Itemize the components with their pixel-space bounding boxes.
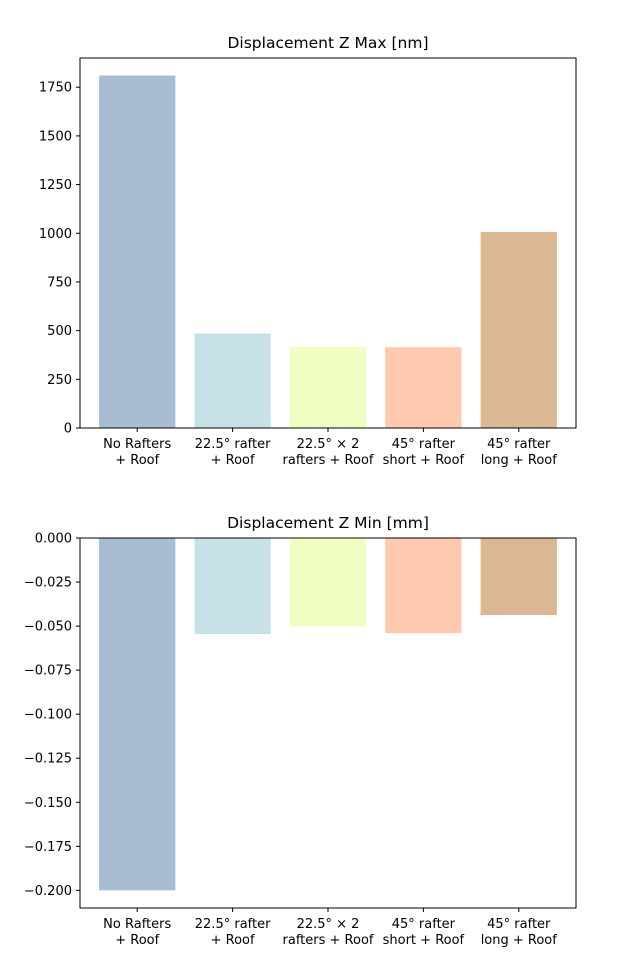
y-tick-label: −0.125 [24, 752, 72, 767]
bar-3 [385, 538, 462, 634]
y-tick-label: −0.150 [24, 796, 72, 811]
x-tick-label: + Roof [115, 453, 159, 468]
bar-1 [194, 333, 271, 428]
bar-1 [194, 538, 271, 635]
x-tick-label: + Roof [115, 933, 159, 948]
x-tick-label: No Rafters [103, 437, 171, 452]
bar-0 [99, 538, 176, 891]
chart-title: Displacement Z Max [nm] [227, 34, 428, 52]
x-tick-label: rafters + Roof [283, 453, 374, 468]
y-tick-label: −0.200 [24, 884, 72, 899]
x-tick-label: long + Roof [481, 453, 558, 468]
y-tick-label: 0.000 [35, 532, 72, 547]
x-tick-label: 22.5° rafter [195, 437, 271, 452]
x-tick-label: No Rafters [103, 917, 171, 932]
y-tick-label: 750 [47, 275, 72, 290]
bar-3 [385, 347, 462, 428]
x-tick-label: + Roof [211, 933, 255, 948]
x-tick-label: rafters + Roof [283, 933, 374, 948]
y-tick-label: 1000 [39, 227, 72, 242]
y-tick-label: 500 [47, 324, 72, 339]
x-tick-label: 22.5° rafter [195, 917, 271, 932]
x-tick-label: 45° rafter [487, 437, 551, 452]
y-tick-label: −0.075 [24, 664, 72, 679]
x-tick-label: 22.5° × 2 [297, 437, 360, 452]
x-tick-label: 45° rafter [392, 437, 456, 452]
y-tick-label: 250 [47, 373, 72, 388]
chart-displacement-z-min: 0.000 −0.025 −0.050 −0.075 −0.100 −0.125 −0.15… [24, 514, 577, 948]
bar-0 [99, 75, 176, 429]
x-tick-label: short + Roof [383, 933, 465, 948]
chart-title: Displacement Z Min [mm] [227, 514, 429, 532]
y-tick-label: −0.100 [24, 708, 72, 723]
y-tick-label: −0.175 [24, 840, 72, 855]
x-tick-label: short + Roof [383, 453, 465, 468]
bar-4 [480, 538, 557, 615]
x-tick-label: 22.5° × 2 [297, 917, 360, 932]
y-tick-label: 1500 [39, 129, 72, 144]
y-tick-label: −0.050 [24, 620, 72, 635]
y-tick-label: 1250 [39, 178, 72, 193]
y-tick-label: −0.025 [24, 576, 72, 591]
x-tick-label: 45° rafter [392, 917, 456, 932]
bar-2 [289, 538, 367, 627]
bar-2 [289, 347, 367, 428]
x-tick-label: long + Roof [481, 933, 558, 948]
x-tick-label: + Roof [211, 453, 255, 468]
y-tick-label: 0 [64, 422, 72, 437]
x-tick-label: 45° rafter [487, 917, 551, 932]
bar-4 [480, 231, 557, 428]
y-tick-label: 1750 [39, 81, 72, 96]
